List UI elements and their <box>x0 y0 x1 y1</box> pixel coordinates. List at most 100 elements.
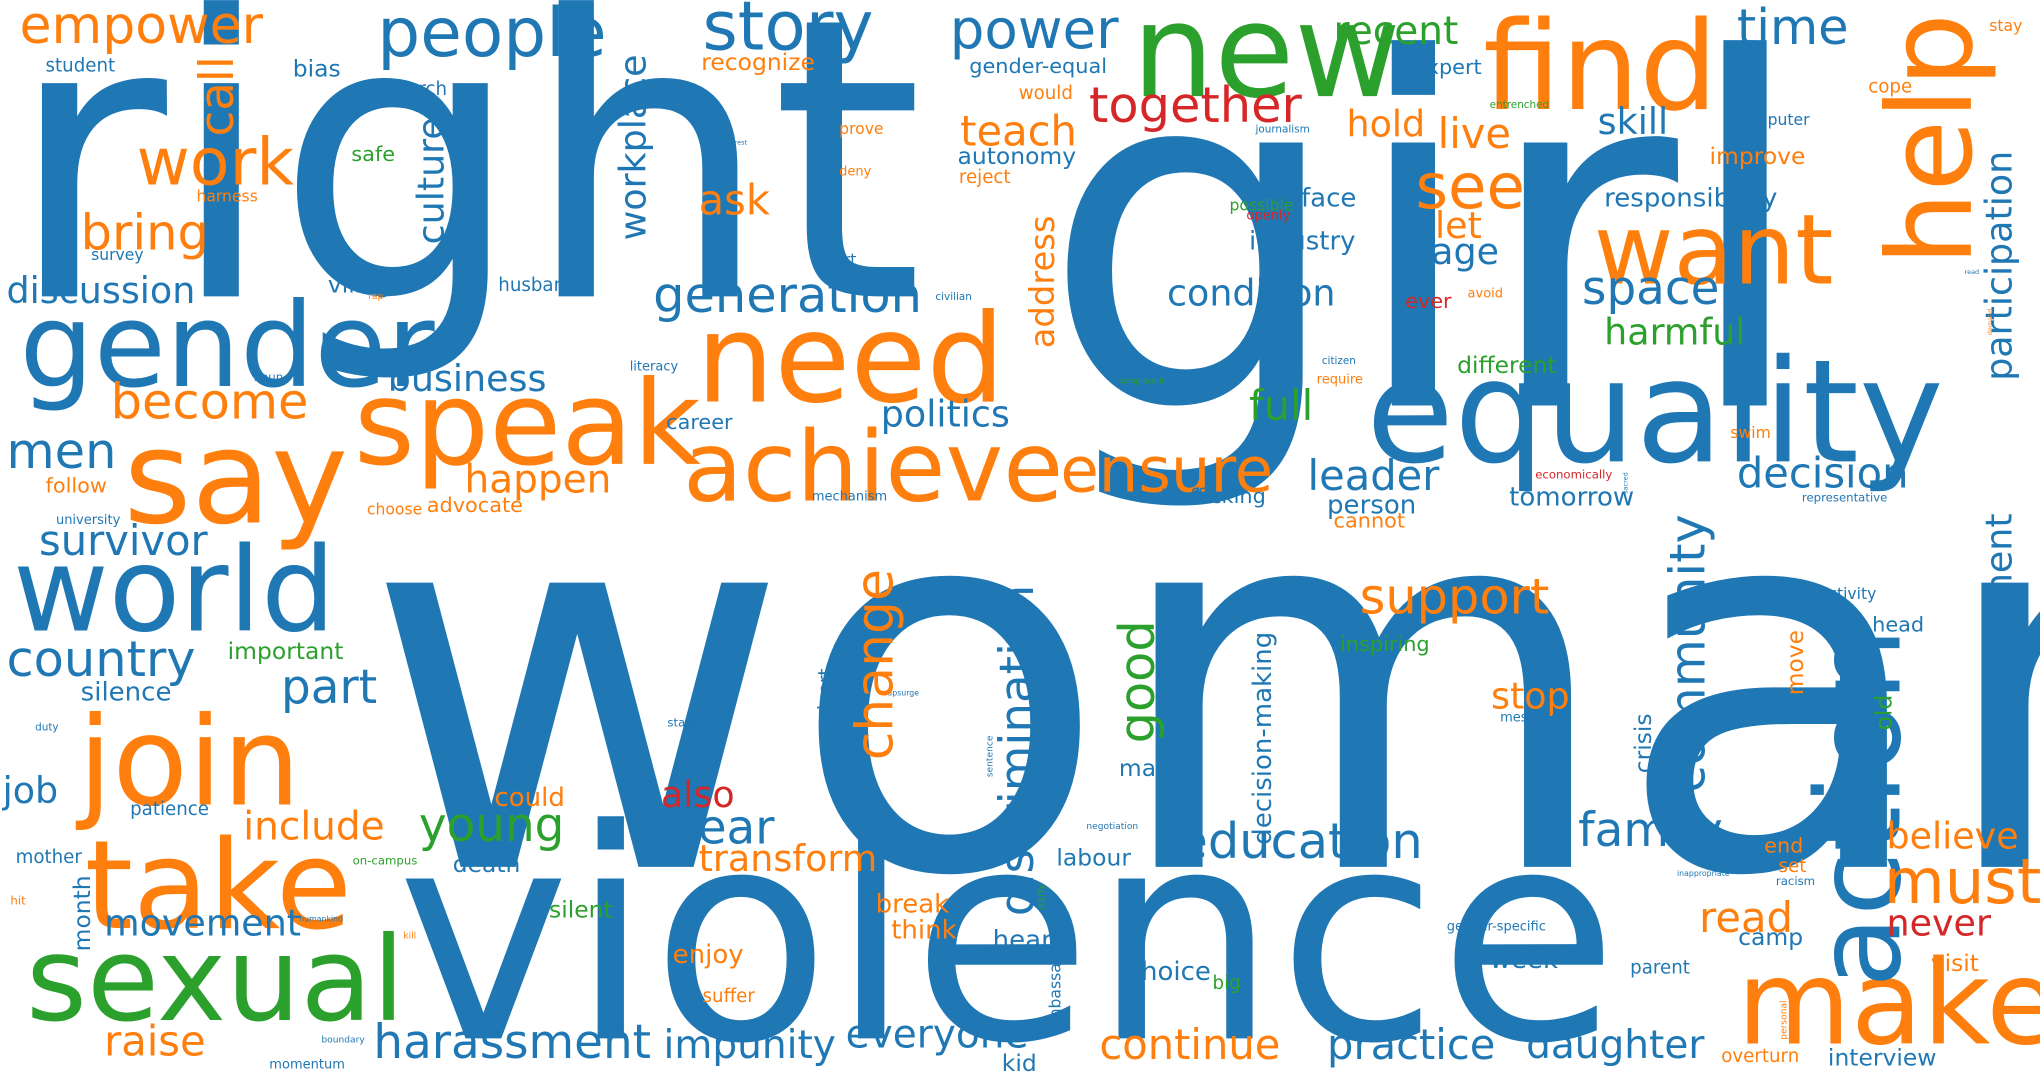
word-help: help <box>1863 12 2000 266</box>
word-bring: bring <box>80 204 209 262</box>
word-research: research <box>368 79 448 101</box>
word-become: become <box>110 372 309 431</box>
word-crisis: crisis <box>1630 713 1658 774</box>
word-business: business <box>387 357 547 401</box>
word-personal: personal <box>1778 1000 1789 1040</box>
word-set: set <box>1778 856 1807 878</box>
word-avoid: avoid <box>1467 287 1504 302</box>
word-labour: labour <box>1056 844 1131 873</box>
word-change: change <box>845 568 906 761</box>
word-move: move <box>1782 629 1810 696</box>
word-message: message <box>1500 710 1559 726</box>
word-movement: movement <box>104 901 302 945</box>
word-break: break <box>875 887 950 919</box>
word-improve: improve <box>1709 142 1806 171</box>
word-full: full <box>1248 380 1314 431</box>
word-humankind: humankind <box>299 914 344 925</box>
word-believe: believe <box>1886 814 2019 858</box>
word-space: space <box>1582 262 1720 316</box>
word-choose: choose <box>366 500 423 519</box>
word-prove: prove <box>839 119 884 138</box>
word-want: want <box>1593 192 1834 307</box>
word-gender-equal: gender-equal <box>969 53 1107 78</box>
word-job: job <box>2 769 59 813</box>
word-family: family <box>1578 804 1723 858</box>
word-support: support <box>1359 567 1550 626</box>
word-activity: activity <box>1818 584 1877 604</box>
word-hold: hold <box>1346 102 1426 146</box>
word-momentum: momentum <box>269 1057 345 1073</box>
word-computer: computer <box>1734 110 1810 129</box>
word-industry: industry <box>1248 224 1356 257</box>
word-cannot: cannot <box>1333 508 1406 533</box>
word-enjoy: enjoy <box>672 938 744 970</box>
word-equality: equality <box>1366 328 1944 496</box>
word-overturn: overturn <box>1721 1046 1800 1068</box>
word-person: person <box>1327 488 1417 520</box>
word-boundary: boundary <box>321 1034 365 1045</box>
word-decision: decision <box>1736 448 1909 498</box>
word-harness: harness <box>196 187 258 206</box>
word-need: need <box>696 288 1005 432</box>
word-could: could <box>494 781 565 813</box>
word-leader: leader <box>1307 450 1440 501</box>
word-rap: rap <box>368 291 384 302</box>
word-citizen: citizen <box>1321 354 1356 367</box>
word-demand: demand <box>1986 308 1995 336</box>
word-death: death <box>452 851 521 879</box>
word-deny: deny <box>839 165 872 180</box>
word-read: read <box>1699 892 1793 943</box>
word-ambassador: ambassador <box>1046 937 1065 1034</box>
word-student: student <box>45 55 116 77</box>
word-would: would <box>1018 83 1073 104</box>
word-sexual: sexual <box>26 912 405 1049</box>
word-impunity: impunity <box>663 1022 836 1069</box>
word-practice: practice <box>1327 1020 1496 1070</box>
word-big: big <box>1212 973 1241 995</box>
word-everyone: everyone <box>845 1012 1029 1058</box>
word-think: think <box>891 913 957 945</box>
word-gender-specific: gender-specific <box>1446 920 1546 935</box>
word-parent: parent <box>1630 957 1690 979</box>
word-politics: politics <box>880 392 1010 436</box>
word-ask: ask <box>698 175 770 225</box>
word-heart: heart <box>992 924 1063 956</box>
word-racism: racism <box>1775 875 1816 889</box>
word-face: face <box>1301 181 1357 214</box>
word-see: see <box>1415 150 1525 224</box>
word-empower: empower <box>19 0 264 56</box>
word-employment: employment <box>1977 513 2021 744</box>
word-university: university <box>55 513 121 528</box>
word-state: state <box>667 717 698 731</box>
word-achieve: achieve <box>683 409 1064 524</box>
word-survey: survey <box>91 245 144 264</box>
word-early: early <box>1035 883 1048 910</box>
word-call: call <box>191 56 245 137</box>
word-literacy: literacy <box>629 360 679 375</box>
word-bias: bias <box>292 55 341 84</box>
word-say: say <box>123 401 349 554</box>
word-mother: mother <box>15 847 82 869</box>
word-participation: participation <box>1977 150 2021 381</box>
word-mechanism: mechanism <box>811 489 888 505</box>
word-inappropriate: inappropriate <box>1677 869 1730 879</box>
word-work: work <box>136 124 295 201</box>
word-head: head <box>1872 612 1925 637</box>
word-career: career <box>666 409 733 435</box>
word-gender: gender <box>19 278 435 415</box>
word-together: together <box>1088 76 1302 134</box>
word-good: good <box>1108 620 1166 744</box>
word-expert: expert <box>1414 54 1482 80</box>
word-autonomy: autonomy <box>957 142 1077 171</box>
word-year: year <box>670 801 775 856</box>
word-court: court <box>815 250 857 270</box>
word-let: let <box>1435 204 1482 247</box>
word-condition: condition <box>1167 271 1336 315</box>
word-man: man <box>1118 755 1171 783</box>
word-generation: generation <box>653 266 922 324</box>
word-take: take <box>84 814 352 958</box>
word-transform: transform <box>698 836 878 880</box>
word-kid: kid <box>1001 1050 1037 1078</box>
word-interview: interview <box>1827 1044 1937 1073</box>
word-representative: representative <box>1801 492 1888 506</box>
